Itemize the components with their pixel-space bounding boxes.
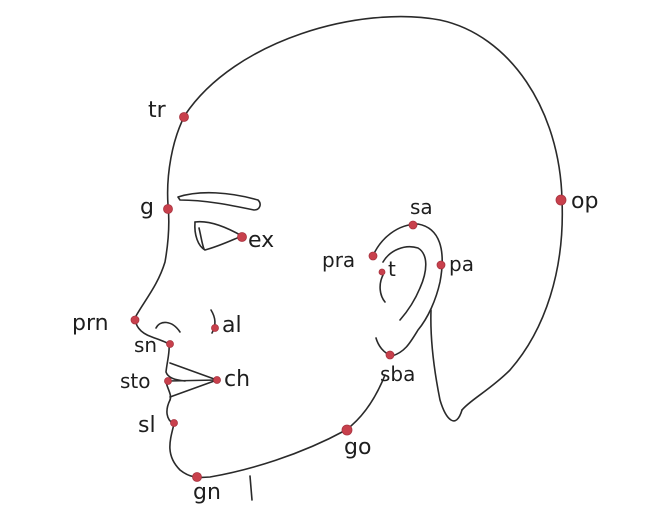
landmark-label-sto: sto [120,369,151,393]
landmark-label-sn: sn [134,333,157,357]
landmark-point-g [163,204,173,214]
landmark-label-sba: sba [380,362,415,386]
upper-lip [165,343,186,382]
mouth-upper-line [169,362,218,381]
landmark-label-sl: sl [138,413,156,438]
eye-lower [194,221,243,251]
landmark-point-gn [192,472,202,482]
landmark-point-pa [436,260,446,270]
landmark-label-sa: sa [410,195,433,219]
landmark-point-sba [385,350,395,360]
eye-upper [194,220,243,237]
landmark-point-sl [170,419,178,427]
eye-iris [198,227,205,250]
landmark-point-t [378,268,386,276]
eyebrow [177,191,261,211]
landmark-label-tr: tr [148,98,167,123]
ear-inner [382,246,427,321]
landmark-point-al [211,324,219,332]
landmark-label-prn: prn [72,311,109,336]
landmark-point-tr [179,112,189,122]
nose-ala-curve [155,321,181,333]
landmark-label-pra: pra [322,248,355,272]
chin-jaw [166,374,386,479]
face-profile-upper [134,114,186,345]
landmark-label-t: t [388,257,396,281]
landmark-point-op [555,194,567,206]
landmark-label-al: al [222,313,242,338]
neck-front [249,475,253,501]
head-outline [184,15,564,411]
landmark-label-ch: ch [224,367,250,392]
mouth-lower-line [169,379,218,398]
landmark-label-g: g [140,195,154,220]
landmark-label-op: op [571,189,598,214]
landmark-label-pa: pa [449,252,474,276]
landmark-point-prn [130,315,140,325]
landmark-label-go: go [344,435,371,460]
neck-back [430,309,463,422]
landmark-point-sto [164,377,172,385]
ear-tragus [379,274,386,303]
landmark-point-sn [166,340,174,348]
landmark-point-go [341,424,353,436]
landmark-label-gn: gn [193,480,221,505]
landmark-point-pra [368,251,378,261]
mouth-center-line [167,379,218,382]
landmark-point-sa [408,220,418,230]
landmark-point-ex [237,232,247,242]
landmark-point-ch [213,376,221,384]
landmark-label-ex: ex [248,228,274,253]
